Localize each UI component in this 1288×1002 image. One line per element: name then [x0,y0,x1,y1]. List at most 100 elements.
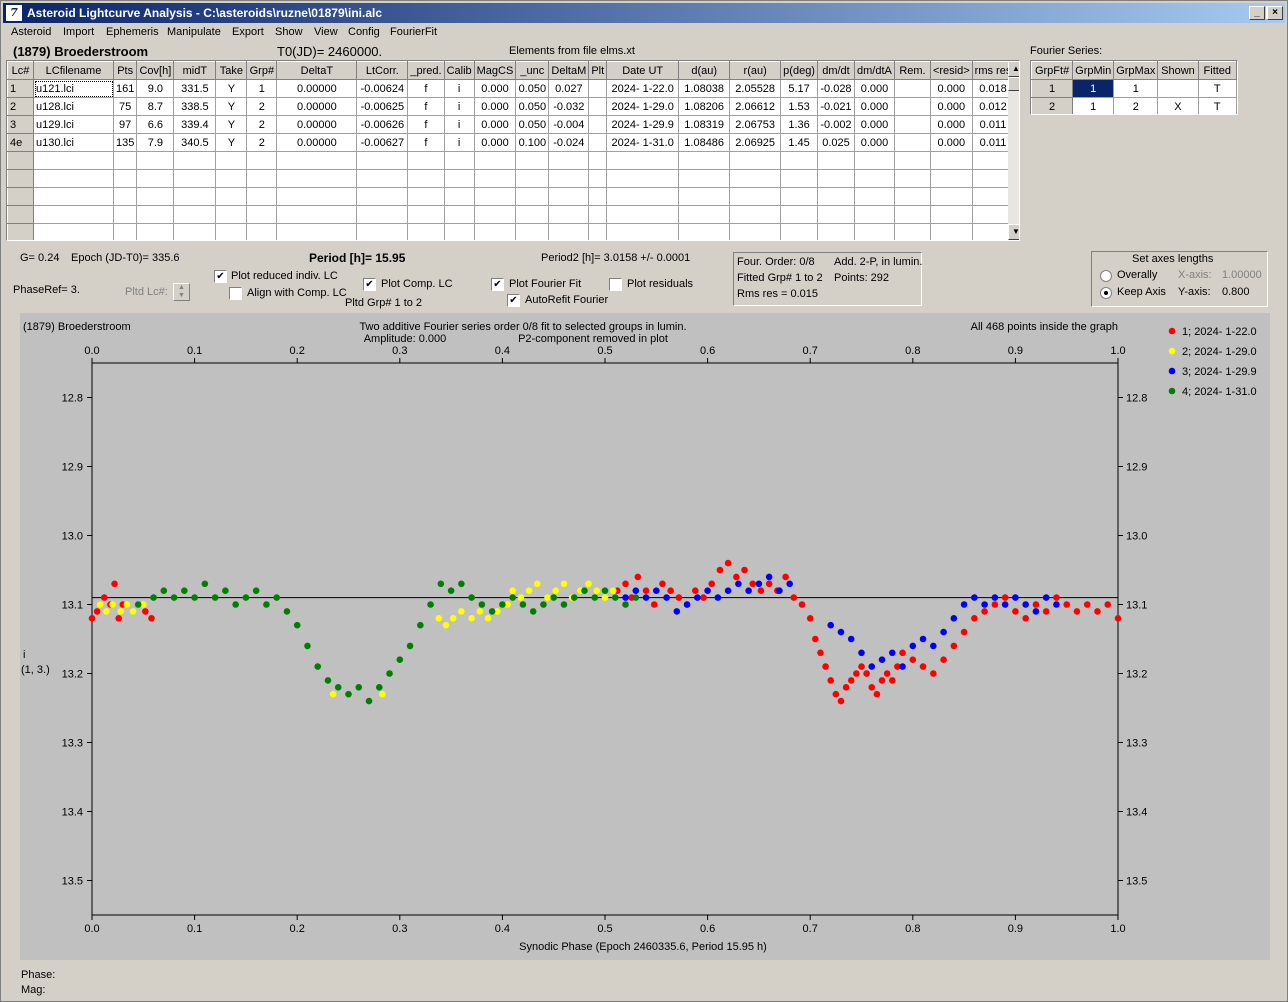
lc-cell[interactable]: 75 [112,97,138,116]
lc-cell[interactable] [33,169,114,188]
lc-cell[interactable] [678,223,731,240]
lc-cell[interactable]: Y [215,133,248,152]
lc-cell[interactable] [407,169,445,188]
lc-cell[interactable]: 161 [112,79,138,98]
scroll-up-button[interactable]: ▲ [1008,61,1019,77]
lc-column-header[interactable]: Plt [588,61,608,80]
lc-cell[interactable]: -0.021 [816,97,855,116]
lc-cell[interactable]: 0.00000 [276,79,358,98]
lc-cell[interactable]: 1.08038 [678,79,731,98]
yaxis-value[interactable]: 0.800 [1222,286,1250,298]
lc-cell[interactable] [729,223,782,240]
lc-cell[interactable] [215,223,248,240]
lc-cell[interactable] [548,205,590,224]
fourier-column-header[interactable]: Shown [1157,61,1199,80]
lc-cell[interactable] [893,151,931,170]
lc-cell[interactable] [548,169,590,188]
lc-cell[interactable] [173,223,217,240]
lc-cell[interactable]: u121.lci [33,79,114,98]
keep-axis-radio[interactable] [1100,287,1112,299]
lc-cell[interactable] [853,169,895,188]
lc-column-header[interactable]: Lc# [7,61,34,80]
lc-column-header[interactable]: DeltaT [276,61,358,80]
lc-cell[interactable] [929,223,973,240]
lc-cell[interactable]: f [407,97,445,116]
lightcurve-plot-panel[interactable]: (1879) Broederstroom Two additive Fourie… [20,313,1270,960]
fourier-column-header[interactable]: GrpFt# [1031,61,1074,80]
lc-cell[interactable]: 2.06925 [729,133,782,152]
fourier-column-header[interactable]: GrpMin [1072,61,1115,80]
fourier-cell[interactable]: 1 [1072,79,1115,98]
menu-export[interactable]: Export [232,26,264,38]
lc-cell[interactable]: -0.028 [816,79,855,98]
fourier-cell[interactable]: 2 [1113,97,1159,114]
lc-row-header[interactable] [7,151,34,170]
lc-table-row[interactable] [7,223,1015,240]
fourier-row-header[interactable]: 1 [1031,79,1074,98]
lc-cell[interactable]: 0.000 [473,115,517,134]
lc-cell[interactable]: 2 [246,115,278,134]
lc-cell[interactable] [729,187,782,206]
lc-cell[interactable] [276,187,358,206]
lc-cell[interactable] [929,169,973,188]
menu-show[interactable]: Show [275,26,303,38]
lc-cell[interactable] [893,187,931,206]
lc-cell[interactable] [356,205,409,224]
lc-cell[interactable]: 9.0 [136,79,175,98]
plot-comp-checkbox[interactable]: ✔ [363,278,376,291]
lc-cell[interactable]: Y [215,97,248,116]
lc-cell[interactable] [33,187,114,206]
lc-column-header[interactable]: DeltaM [548,61,590,80]
lc-cell[interactable] [606,187,680,206]
lc-cell[interactable]: -0.024 [548,133,590,152]
lc-cell[interactable] [780,223,818,240]
lc-row-header[interactable] [7,205,34,224]
lc-cell[interactable] [33,223,114,240]
plot-reduced-checkbox[interactable]: ✔ [214,270,227,283]
app-icon[interactable]: 7 [6,5,22,21]
lc-table-row[interactable]: 4e u130.lci 135 7.9 340.5 Y 2 0.00000 -0.00627 f i… [7,133,1015,152]
minimize-button[interactable]: _ [1249,6,1265,20]
lc-cell[interactable] [588,169,608,188]
lc-cell[interactable] [816,205,855,224]
lc-column-header[interactable]: Date UT [606,61,680,80]
lc-cell[interactable] [33,151,114,170]
lc-cell[interactable] [246,151,278,170]
lc-cell[interactable]: 340.5 [173,133,217,152]
lc-cell[interactable] [893,223,931,240]
lc-cell[interactable] [173,187,217,206]
lc-cell[interactable] [473,151,517,170]
lc-cell[interactable] [548,151,590,170]
lc-column-header[interactable]: MagCS [473,61,517,80]
lc-column-header[interactable]: <resid> [929,61,973,80]
table-scrollbar[interactable]: ▲ ▼ [1008,61,1019,240]
lc-cell[interactable]: i [443,97,475,116]
lc-cell[interactable] [588,205,608,224]
lc-cell[interactable] [678,151,731,170]
lc-cell[interactable] [173,151,217,170]
lc-cell[interactable]: -0.002 [816,115,855,134]
fourier-cell[interactable]: T [1197,79,1237,98]
lc-cell[interactable]: 0.100 [515,133,550,152]
lc-cell[interactable] [588,79,608,98]
lc-cell[interactable] [816,169,855,188]
lc-cell[interactable]: i [443,133,475,152]
lc-cell[interactable]: 0.025 [816,133,855,152]
lc-cell[interactable] [678,187,731,206]
lightcurve-grid[interactable]: Lc# LCfilename Pts Cov[h] midT Take Grp# DeltaT… [7,61,1015,240]
lc-cell[interactable]: 0.000 [929,115,973,134]
lc-column-header[interactable]: Grp# [246,61,278,80]
lc-cell[interactable] [853,151,895,170]
lc-row-header[interactable]: 3 [7,115,34,134]
lc-row-header[interactable]: 1 [7,79,34,98]
lc-column-header[interactable]: dm/dt [816,61,855,80]
lc-cell[interactable] [276,205,358,224]
lc-cell[interactable] [215,187,248,206]
fourier-cell[interactable]: X [1157,97,1199,114]
lc-cell[interactable] [780,169,818,188]
lc-cell[interactable] [853,223,895,240]
lc-cell[interactable]: u130.lci [33,133,114,152]
lc-cell[interactable] [729,205,782,224]
